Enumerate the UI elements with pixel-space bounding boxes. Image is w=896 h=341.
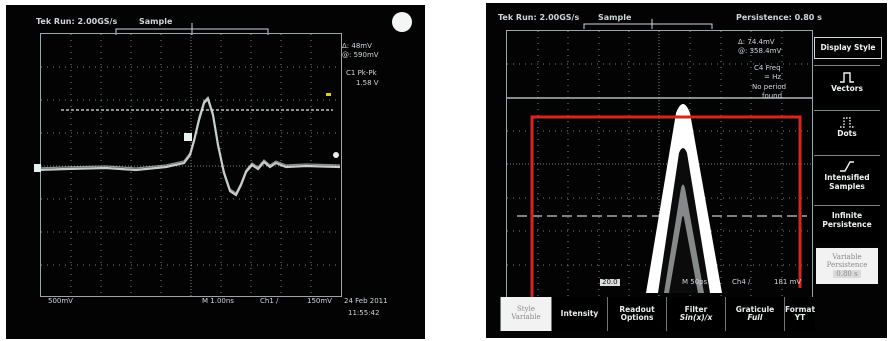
intensified-samples-icon (840, 161, 854, 172)
cursor-position-readout: @: 358.4mV (738, 47, 782, 55)
infinite-persistence-label: Infinite Persistence (822, 211, 872, 229)
variable-persistence-value: 0.80 s (833, 270, 861, 279)
vectors-button[interactable]: Vectors (814, 65, 880, 106)
measurement-value: = Hz (764, 73, 782, 81)
display-style-menu-title[interactable]: Display Style (814, 37, 882, 59)
graticule-value: Full (747, 313, 763, 322)
trigger-position-bracket (583, 19, 713, 29)
intensity-button-label: Intensity (560, 308, 599, 318)
trigger-level: 150mV (307, 297, 332, 305)
cursor-position-readout: @: 590mV (342, 51, 379, 59)
trigger-level: 181 mV (774, 278, 802, 286)
intensified-samples-label: Intensified Samples (824, 173, 870, 191)
channel-scale: 500mV (48, 297, 73, 305)
persistence-pulse-waveform (646, 104, 722, 293)
measurement-label: C4 Freq (754, 64, 781, 72)
cursor-delta-readout: Δ: 48mV (342, 42, 372, 50)
readout-options-value: Options (620, 313, 654, 322)
camera-flash-glare (392, 12, 412, 32)
format-button[interactable]: Format YT (784, 297, 815, 331)
infinite-persistence-button[interactable]: Infinite Persistence (814, 205, 880, 243)
measurement-value: 1.58 V (356, 79, 379, 87)
variable-persistence-label: Variable Persistence (826, 253, 868, 270)
format-value: YT (794, 313, 806, 322)
filter-label: Filter (684, 304, 708, 314)
waveform-trace (34, 93, 341, 197)
left-oscilloscope-screen: Tek Run: 2.00GS/s Sample (6, 5, 425, 339)
cursor-delta-readout: Δ: 74.4mV (738, 38, 775, 46)
vectors-label: Vectors (831, 84, 863, 93)
graticule-button[interactable]: Graticule Full (725, 297, 784, 331)
timebase: M 50ps (682, 278, 708, 286)
intensified-samples-button[interactable]: Intensified Samples (814, 155, 880, 202)
dots-button[interactable]: Dots (814, 110, 880, 151)
variable-persistence-button[interactable]: Variable Persistence 0.80 s (816, 248, 878, 284)
time-readout: 11:55:42 (348, 309, 380, 317)
trigger-source: Ch4 ∕ (732, 278, 751, 286)
style-button[interactable]: Style Variable (500, 297, 551, 331)
readout-options-button[interactable]: Readout Options (607, 297, 666, 331)
dots-label: Dots (837, 129, 857, 138)
filter-button[interactable]: Filter Sin(x)/x (666, 297, 725, 331)
graticule-label: Graticule (735, 304, 775, 314)
acquisition-status: Tek Run: 2.00GS/s (498, 13, 580, 22)
highlight-annotation-box (530, 115, 802, 325)
intensity-button[interactable]: Intensity (551, 297, 607, 331)
date-readout: 24 Feb 2011 (344, 297, 388, 305)
acquisition-mode: Sample (598, 13, 632, 22)
measurement-label: C1 Pk-Pk (346, 69, 377, 77)
acquisition-status: Tek Run: 2.00GS/s (36, 17, 118, 26)
readout-options-label: Readout (619, 304, 655, 314)
timebase: M 1.00ns (202, 297, 234, 305)
format-label: Format (784, 304, 816, 314)
acquisition-mode: Sample (139, 17, 173, 26)
style-button-label: Style (517, 305, 535, 314)
persistence-readout: Persistence: 0.80 s (736, 13, 822, 22)
right-oscilloscope-screen: Tek Run: 2.00GS/s Sample Persistence: 0.… (486, 3, 887, 338)
vectors-icon (840, 72, 854, 83)
trigger-source: Ch1 ∕ (260, 297, 279, 305)
dots-icon (840, 117, 854, 128)
measurement-note: No period (752, 83, 787, 91)
channel-scale: 20.0 (600, 278, 620, 286)
style-button-value: Variable (511, 313, 541, 321)
filter-value: Sin(x)/x (679, 313, 713, 322)
measurement-note: found (762, 92, 783, 100)
